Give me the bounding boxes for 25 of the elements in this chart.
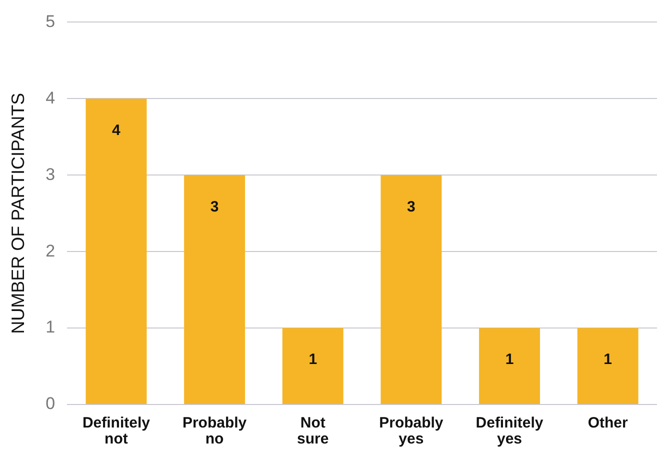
bar — [577, 328, 638, 404]
x-tick-label: Probably no — [182, 414, 248, 448]
x-tick-label: Definitely not — [82, 414, 151, 448]
data-label: 3 — [210, 198, 219, 216]
data-label: 3 — [407, 198, 416, 216]
bar — [479, 328, 540, 404]
y-axis-title: NUMBER OF PARTICIPANTS — [8, 92, 28, 334]
y-tick-label: 1 — [46, 318, 56, 337]
data-label: 1 — [604, 351, 612, 368]
bar — [380, 175, 442, 404]
data-label: 1 — [308, 351, 318, 368]
data-label: 4 — [112, 122, 122, 139]
bar — [282, 328, 344, 404]
data-label: 1 — [505, 351, 514, 368]
y-tick-label: 4 — [46, 88, 56, 108]
bar — [184, 175, 246, 404]
y-tick-label: 0 — [46, 394, 56, 414]
bar — [86, 98, 147, 404]
y-tick-label: 5 — [46, 12, 56, 31]
x-tick-label: Not sure — [297, 414, 329, 448]
y-tick-label: 3 — [46, 164, 56, 184]
x-tick-label: Other — [588, 414, 628, 432]
y-tick-label: 2 — [46, 241, 56, 260]
x-tick-label: Definitely yes — [476, 414, 544, 448]
x-tick-label: Probably yes — [379, 414, 444, 448]
